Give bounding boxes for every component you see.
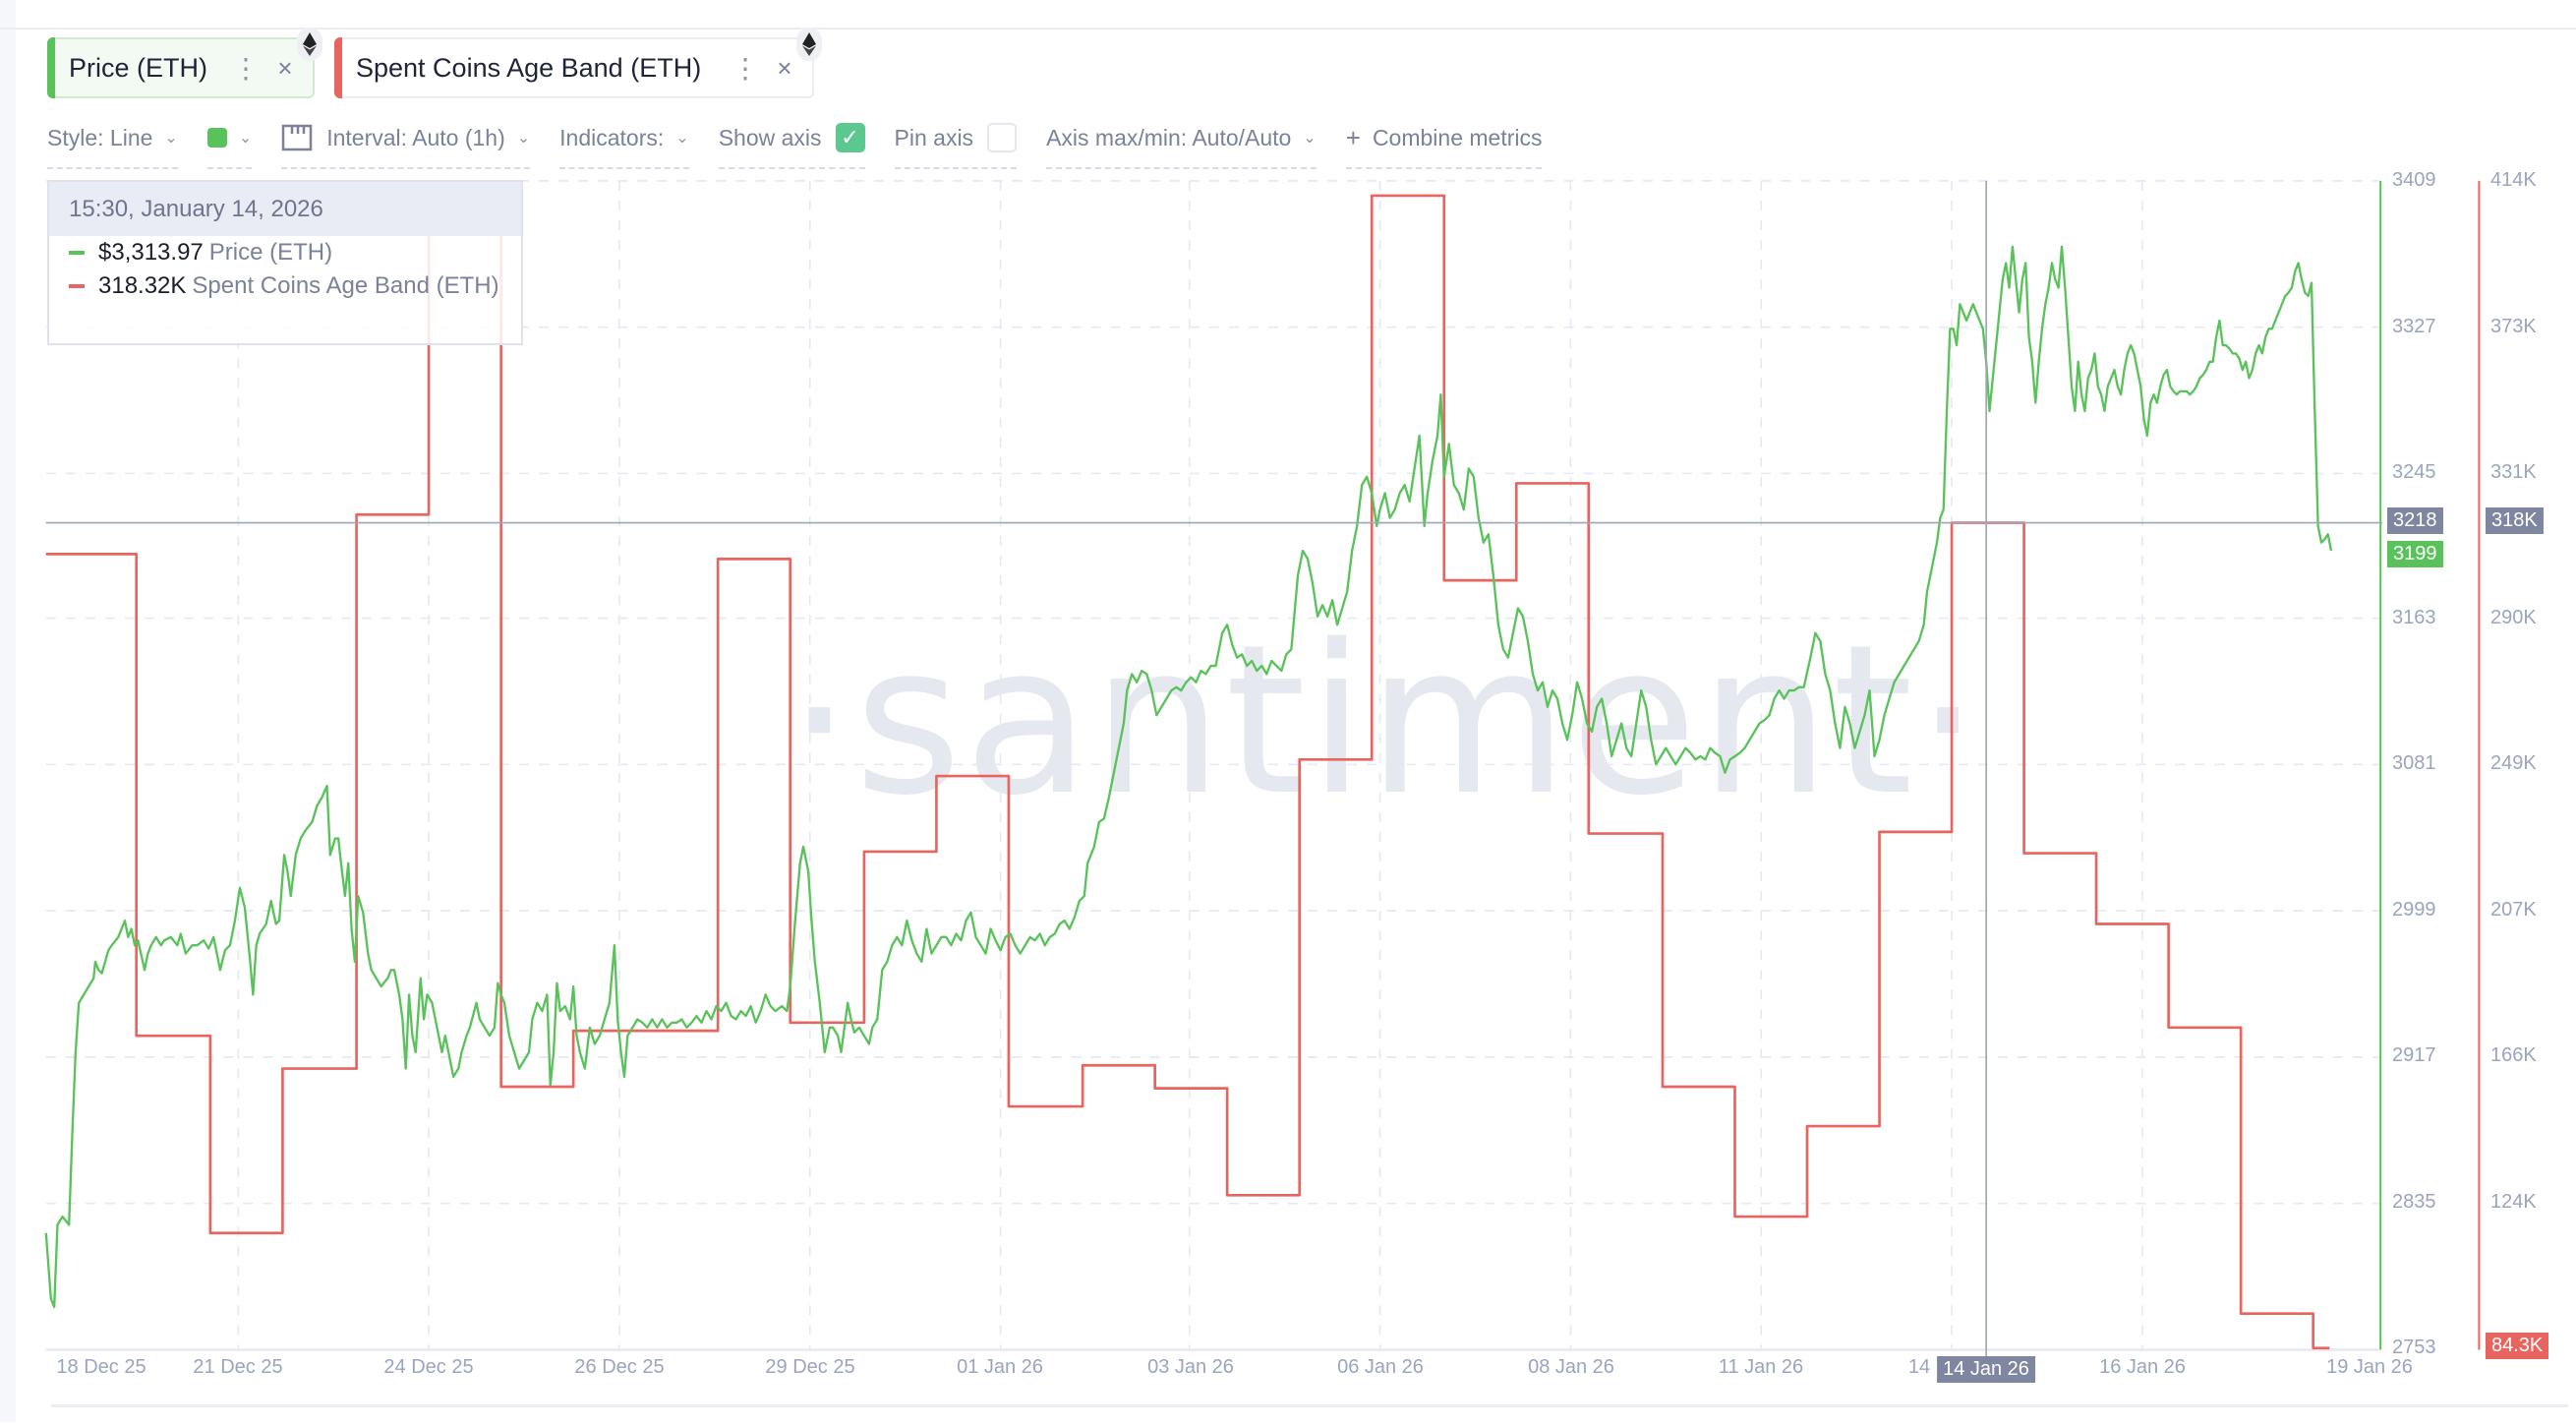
band-tick: 166K: [2490, 1044, 2537, 1066]
show-axis-checkbox[interactable]: ✓: [835, 123, 865, 152]
x-tick: 08 Jan 26: [1528, 1356, 1614, 1378]
price-tick: 3327: [2392, 316, 2436, 337]
crosshair-date-badge: 14 Jan 26: [1937, 1356, 2035, 1383]
price-tick: 2999: [2392, 899, 2436, 921]
crosshair-band-badge: 318K: [2486, 507, 2544, 534]
band-tick: 290K: [2490, 607, 2537, 628]
x-tick: 16 Jan 26: [2099, 1356, 2186, 1378]
x-tick: 03 Jan 26: [1147, 1356, 1234, 1378]
tab-label: Price (ETH): [69, 52, 207, 83]
last-band-badge: 84.3K: [2486, 1333, 2549, 1359]
color-swatch: [206, 128, 227, 148]
interval-dropdown[interactable]: Interval: Auto (1h) ⌄: [281, 118, 531, 169]
tooltip-value: $3,313.97: [98, 239, 204, 266]
price-tick: 3081: [2392, 752, 2436, 774]
style-label: Style: Line: [47, 124, 153, 150]
pin-axis-label: Pin axis: [894, 124, 974, 150]
x-tick: 18 Dec 25: [56, 1356, 146, 1378]
tooltip-row-band: 318.32K Spent Coins Age Band (ETH): [69, 269, 521, 303]
ethereum-icon: [297, 28, 322, 61]
price-series-line: [44, 245, 2333, 1309]
chevron-down-icon: ⌄: [1303, 130, 1317, 147]
legend-marker-band: [69, 284, 85, 288]
tooltip-metric-name: Spent Coins Age Band (ETH): [192, 272, 499, 299]
close-icon[interactable]: ×: [777, 52, 792, 83]
interval-ruler-icon: [281, 124, 313, 151]
crosshair-price-badge: 3218: [2387, 507, 2443, 534]
style-dropdown[interactable]: Style: Line ⌄: [47, 118, 178, 169]
indicators-dropdown[interactable]: Indicators: ⌄: [559, 118, 689, 169]
tooltip-value: 318.32K: [98, 272, 187, 299]
x-tick: 06 Jan 26: [1337, 1356, 1424, 1378]
price-tick: 3245: [2392, 461, 2436, 483]
tab-color-stripe: [47, 37, 55, 98]
more-options-icon[interactable]: ⋮: [232, 52, 260, 84]
price-tick: 2835: [2392, 1191, 2436, 1213]
x-tick: 24 Dec 25: [383, 1356, 474, 1378]
price-tick: 2917: [2392, 1044, 2436, 1066]
santiment-watermark: ·santiment·: [787, 600, 1983, 841]
indicators-label: Indicators:: [559, 124, 665, 150]
x-tick: 14: [1907, 1356, 1931, 1378]
x-tick: 21 Dec 25: [193, 1356, 283, 1378]
price-tick: 2753: [2392, 1337, 2436, 1358]
x-tick: 11 Jan 26: [1718, 1356, 1804, 1378]
metric-tab-price[interactable]: Price (ETH) ⋮ ×: [47, 28, 322, 98]
band-tick: 249K: [2490, 752, 2537, 774]
band-tick: 207K: [2490, 899, 2537, 921]
metric-tab-spent-coins[interactable]: Spent Coins Age Band (ETH) ⋮ ×: [334, 28, 822, 98]
close-icon[interactable]: ×: [277, 52, 293, 83]
band-tick: 373K: [2490, 316, 2537, 337]
x-tick: 26 Dec 25: [574, 1356, 665, 1378]
tooltip-metric-name: Price (ETH): [208, 239, 333, 266]
time-navigator[interactable]: [51, 1404, 2568, 1427]
show-axis-toggle[interactable]: Show axis ✓: [718, 118, 865, 169]
pin-axis-checkbox[interactable]: [987, 123, 1018, 152]
chevron-down-icon: ⌄: [164, 130, 178, 147]
band-tick: 124K: [2490, 1191, 2537, 1213]
interval-label: Interval: Auto (1h): [326, 124, 505, 150]
chart-toolbar: Style: Line ⌄ ⌄ Interval: Auto (1h) ⌄ In…: [47, 118, 1571, 169]
tooltip-row-price: $3,313.97 Price (ETH): [69, 236, 521, 269]
hover-tooltip: 15:30, January 14, 2026 $3,313.97 Price …: [47, 180, 523, 345]
plus-icon: +: [1345, 122, 1361, 152]
combine-metrics-label: Combine metrics: [1372, 124, 1543, 150]
tooltip-datetime: 15:30, January 14, 2026: [49, 182, 521, 236]
price-tick: 3409: [2392, 169, 2436, 191]
x-tick: 19 Jan 26: [2326, 1356, 2413, 1378]
x-tick: 29 Dec 25: [765, 1356, 855, 1378]
x-tick: 01 Jan 26: [957, 1356, 1043, 1378]
grid: [45, 180, 2379, 1350]
chevron-down-icon: ⌄: [675, 130, 689, 147]
pin-axis-toggle[interactable]: Pin axis: [894, 118, 1018, 169]
combine-metrics-button[interactable]: + Combine metrics: [1345, 118, 1543, 169]
tab-color-stripe: [334, 37, 342, 98]
top-bar: [0, 0, 2576, 30]
band-tick: 331K: [2490, 461, 2537, 483]
axis-maxmin-dropdown[interactable]: Axis max/min: Auto/Auto ⌄: [1046, 118, 1317, 169]
axis-maxmin-label: Axis max/min: Auto/Auto: [1046, 124, 1292, 150]
show-axis-label: Show axis: [718, 124, 822, 150]
chevron-down-icon: ⌄: [238, 130, 253, 147]
chevron-down-icon: ⌄: [516, 130, 531, 147]
ethereum-icon: [796, 28, 822, 61]
color-picker[interactable]: ⌄: [206, 118, 253, 169]
more-options-icon[interactable]: ⋮: [732, 52, 759, 84]
last-price-badge: 3199: [2387, 541, 2443, 567]
tab-label: Spent Coins Age Band (ETH): [356, 52, 702, 83]
band-tick: 414K: [2490, 169, 2537, 191]
left-edge-strip: [0, 0, 16, 1422]
price-tick: 3163: [2392, 607, 2436, 628]
legend-marker-price: [69, 251, 85, 255]
